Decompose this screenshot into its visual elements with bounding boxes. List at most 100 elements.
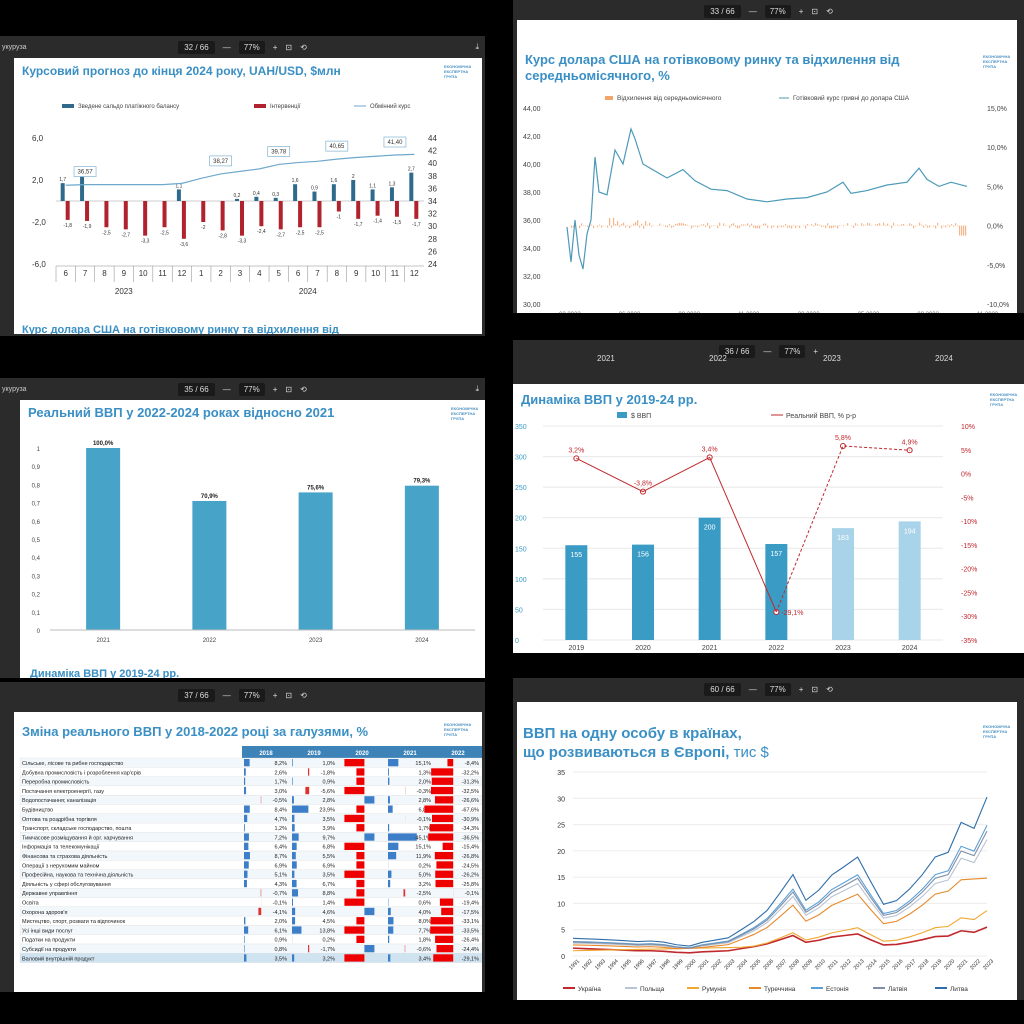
value-bar xyxy=(244,861,249,869)
bar-label: 157 xyxy=(770,551,782,558)
combo-chart: Зведене сальдо платіжного балансу Інтерве… xyxy=(32,103,437,296)
cell-value: 1,3% xyxy=(418,770,431,776)
zoom-level[interactable]: 77% xyxy=(764,4,791,18)
zoom-out-button[interactable]: — xyxy=(222,42,231,52)
page-indicator[interactable]: 37 / 66 xyxy=(178,688,215,702)
fit-page-icon[interactable]: ⊡ xyxy=(811,684,819,694)
point-label: 3,4% xyxy=(702,446,718,453)
deviation-bar xyxy=(581,223,583,226)
zoom-in-button[interactable]: + xyxy=(272,690,278,700)
zoom-in-button[interactable]: + xyxy=(272,42,278,52)
zoom-out-button[interactable]: — xyxy=(748,684,757,694)
rotate-icon[interactable]: ⟲ xyxy=(300,690,307,700)
rotate-icon[interactable]: ⟲ xyxy=(826,684,833,694)
deviation-bar xyxy=(747,223,749,226)
zoom-out-button[interactable]: — xyxy=(748,6,757,16)
page-indicator[interactable]: 33 / 66 xyxy=(704,4,741,18)
year-label: 2024 xyxy=(935,354,953,363)
y2-tick: -5,0% xyxy=(987,263,1005,270)
cell-value: -8,4% xyxy=(465,761,479,767)
intervention-bar xyxy=(220,201,225,231)
zoom-level[interactable]: 77% xyxy=(779,344,806,358)
deviation-bar xyxy=(947,224,949,226)
value-bar xyxy=(344,926,365,934)
bar-label: 2,7 xyxy=(408,167,415,173)
deviation-bar xyxy=(803,225,805,227)
value-bar xyxy=(428,833,454,841)
x-tick: 2008 xyxy=(788,959,801,972)
deviation-bar xyxy=(893,222,895,226)
year-label: 2022 xyxy=(709,354,727,363)
y-tick: 44,00 xyxy=(523,106,541,113)
intervention-bar xyxy=(143,201,148,236)
rate-label: 36,57 xyxy=(78,170,94,176)
deviation-bar xyxy=(737,225,739,229)
deviation-bar xyxy=(695,225,697,227)
zoom-out-button[interactable]: — xyxy=(222,690,231,700)
rotate-icon[interactable]: ⟲ xyxy=(300,384,307,394)
rotate-icon[interactable]: ⟲ xyxy=(300,42,307,52)
x-tick: 1993 xyxy=(594,959,607,972)
intervention-bar xyxy=(356,201,361,219)
page-indicator[interactable]: 35 / 66 xyxy=(178,382,215,396)
zoom-level[interactable]: 77% xyxy=(238,40,265,54)
zoom-out-button[interactable]: — xyxy=(763,346,772,356)
rotate-icon[interactable]: ⟲ xyxy=(826,6,833,16)
zoom-level[interactable]: 77% xyxy=(238,382,265,396)
cell-value: 8,7% xyxy=(274,854,287,860)
intervention-bar xyxy=(336,201,341,212)
panel-gdp-dynamics: 36 / 66 — 77% + 2021 2022 2023 2024 Дина… xyxy=(513,340,1024,653)
fit-page-icon[interactable]: ⊡ xyxy=(285,384,293,394)
cell-value: 1,8% xyxy=(418,938,431,944)
fit-page-icon[interactable]: ⊡ xyxy=(285,690,293,700)
balance-bar xyxy=(254,196,259,201)
balance-bar xyxy=(176,189,181,201)
x-tick: 2021 xyxy=(702,645,718,652)
value-bar xyxy=(388,796,390,804)
deviation-bar xyxy=(921,224,923,226)
deviation-bar xyxy=(619,225,621,228)
zoom-in-button[interactable]: + xyxy=(272,384,278,394)
deviation-bar xyxy=(621,223,623,226)
value-bar xyxy=(435,870,454,878)
y2-tick: 40 xyxy=(428,159,437,168)
zoom-in-button[interactable]: + xyxy=(798,684,804,694)
deviation-bar xyxy=(863,224,865,226)
download-icon[interactable]: ⤓ xyxy=(475,42,479,51)
rate-label: 39,78 xyxy=(271,149,287,155)
x-tick: 2012 xyxy=(840,959,853,972)
y-tick: 1 xyxy=(37,447,41,453)
y2-tick: 44 xyxy=(428,134,437,143)
legend-label: Туреччина xyxy=(764,986,796,993)
cell-value: 2,0% xyxy=(274,919,287,925)
x-tick: 2019 xyxy=(930,959,943,972)
x-tick: 2004 xyxy=(736,959,749,972)
value-bar xyxy=(388,759,399,767)
zoom-level[interactable]: 77% xyxy=(238,688,265,702)
zoom-in-button[interactable]: + xyxy=(798,6,804,16)
cell-value: -1,7% xyxy=(321,947,335,953)
cell-value: 6,4% xyxy=(274,845,287,851)
value-bar xyxy=(244,842,249,850)
zoom-in-button[interactable]: + xyxy=(813,346,819,356)
value-bar xyxy=(388,768,389,776)
cell-value: -2,5% xyxy=(417,891,431,897)
download-icon[interactable]: ⤓ xyxy=(475,384,479,393)
row-label: Інформація та телекомунікації xyxy=(22,845,100,851)
y-tick: 38,00 xyxy=(523,190,541,197)
page-indicator[interactable]: 60 / 66 xyxy=(704,682,741,696)
value-bar xyxy=(442,842,454,850)
page-indicator[interactable]: 36 / 66 xyxy=(718,344,756,358)
bar xyxy=(404,485,439,630)
deviation-bar xyxy=(677,223,679,226)
value-bar xyxy=(292,926,302,934)
page-indicator[interactable]: 32 / 66 xyxy=(178,40,215,54)
fit-page-icon[interactable]: ⊡ xyxy=(285,42,293,52)
zoom-level[interactable]: 77% xyxy=(764,682,791,696)
fit-page-icon[interactable]: ⊡ xyxy=(811,6,819,16)
deviation-bar xyxy=(835,225,837,227)
y-tick: 6,0 xyxy=(32,134,44,143)
zoom-out-button[interactable]: — xyxy=(222,384,231,394)
series-line xyxy=(572,796,988,947)
cell-value: -26,2% xyxy=(462,873,480,879)
